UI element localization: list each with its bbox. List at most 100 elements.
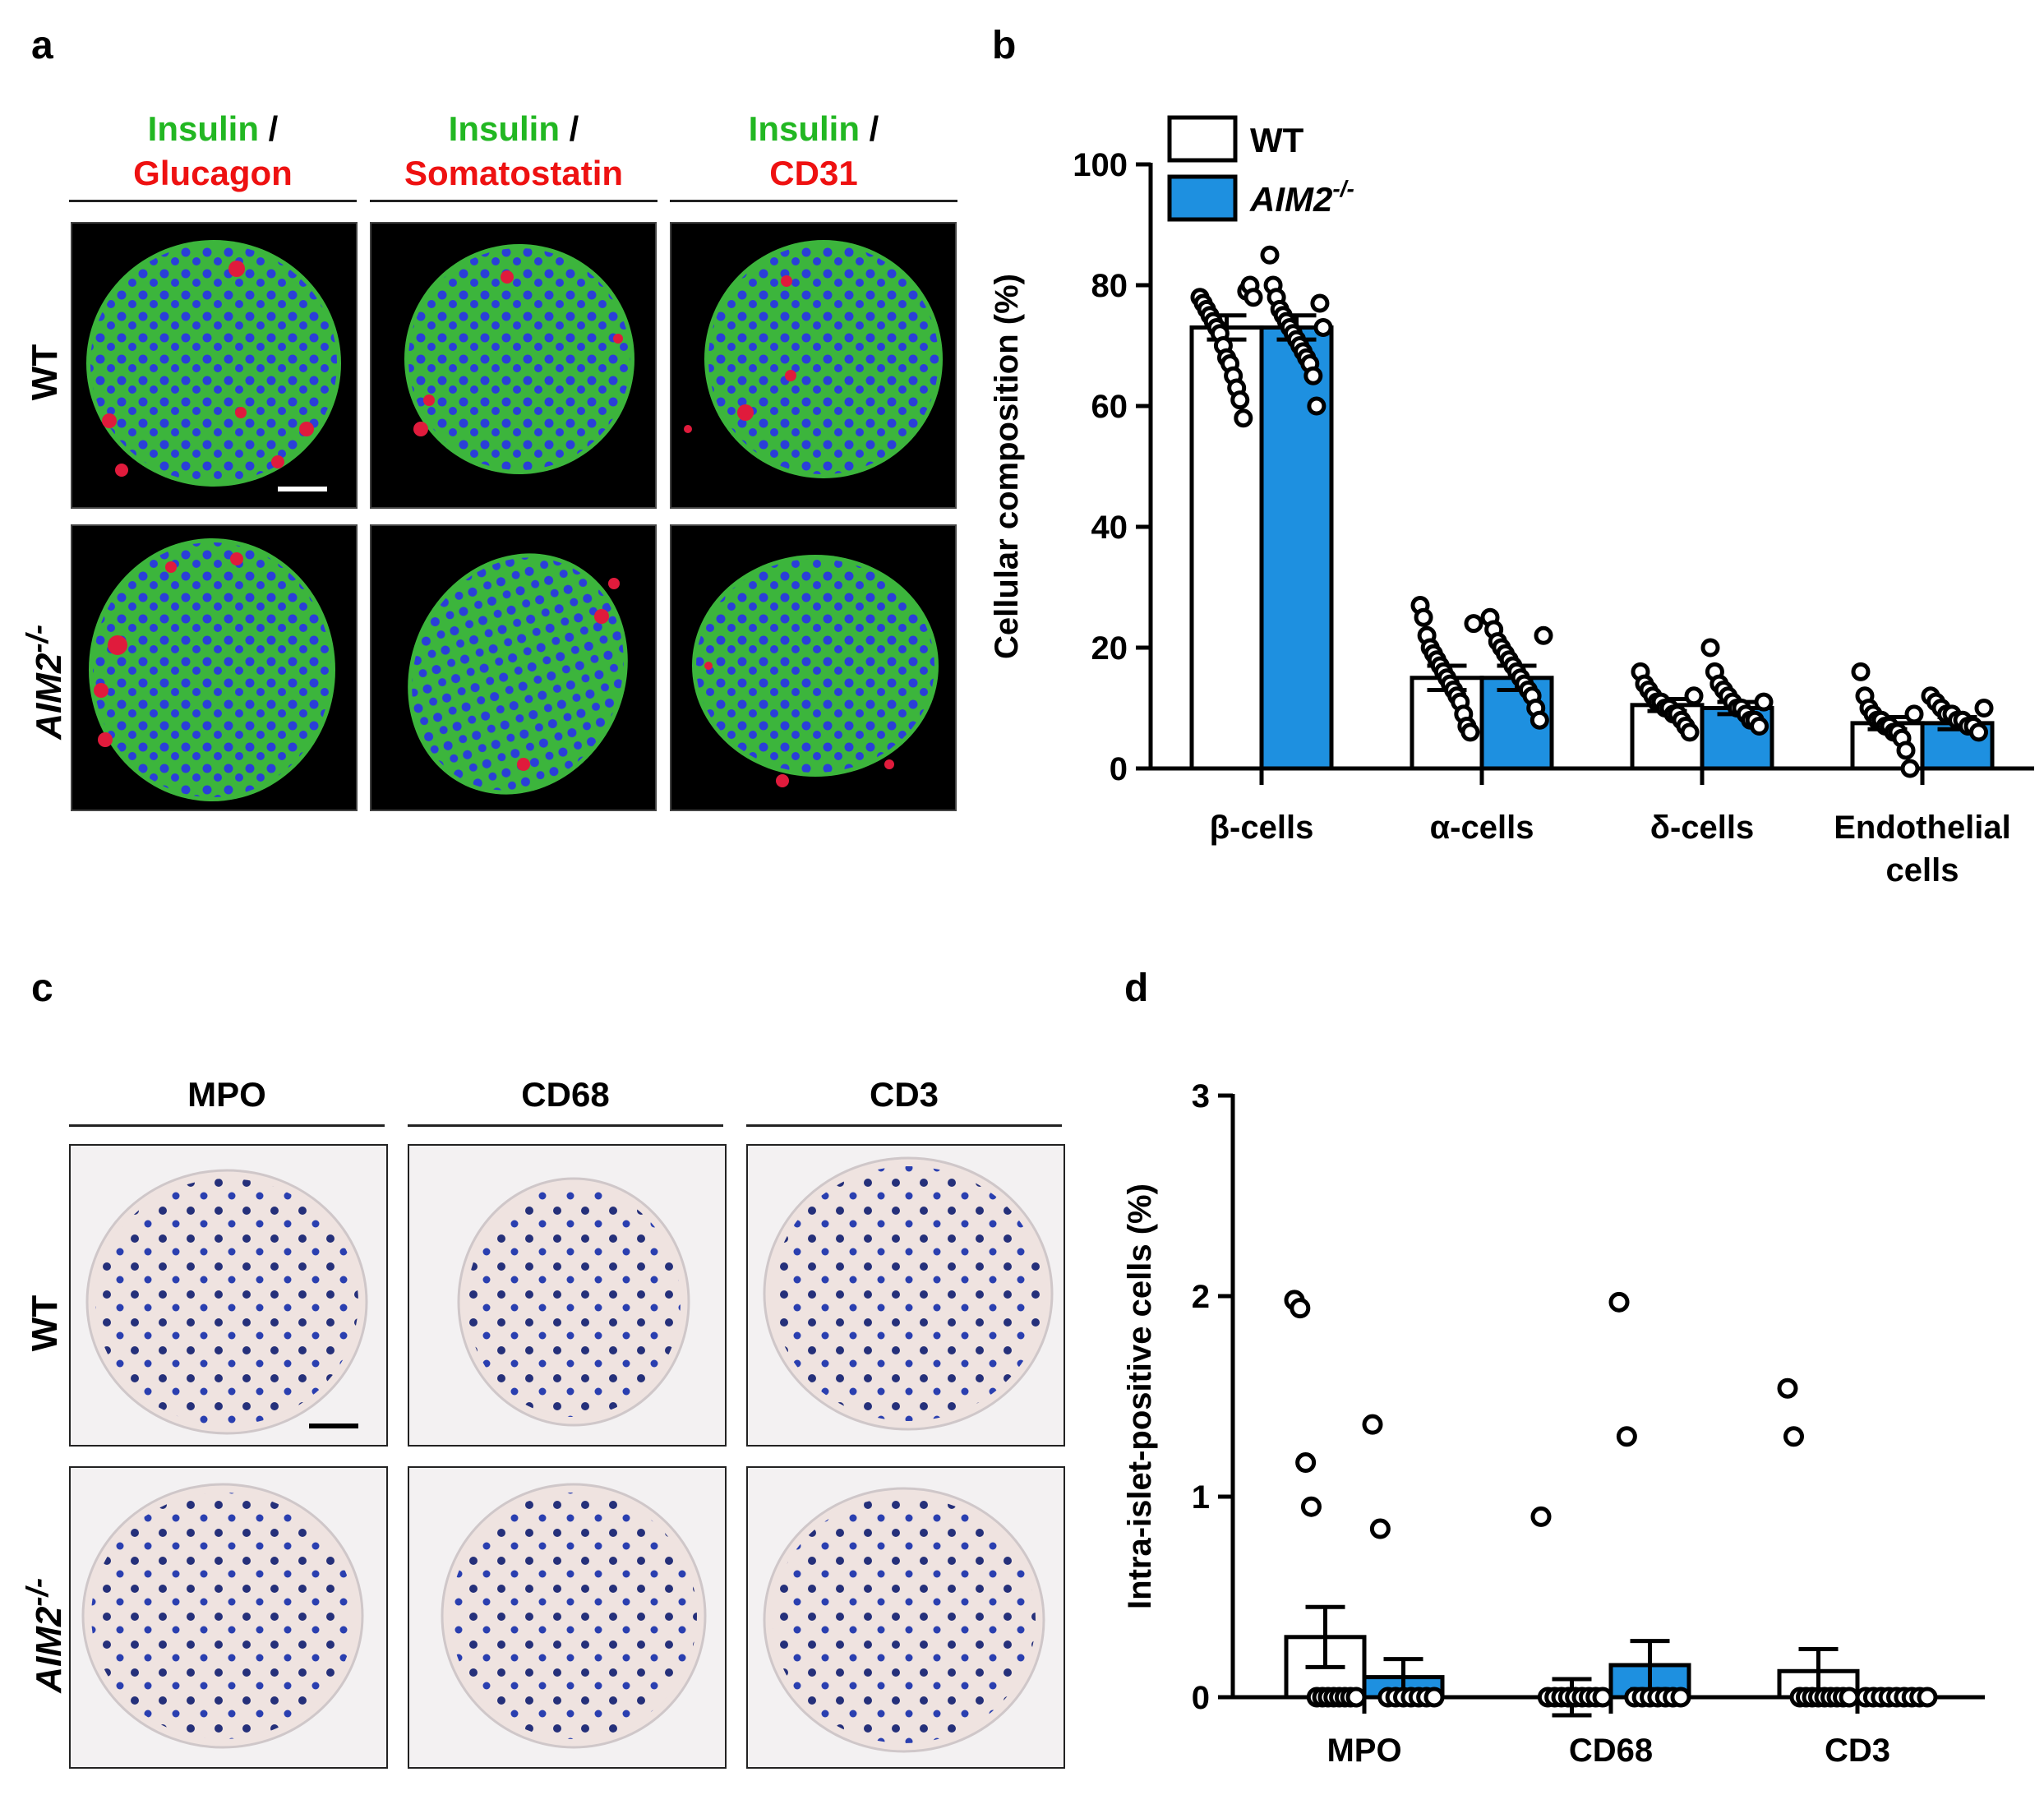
data-point	[1565, 1687, 1586, 1708]
data-point	[1640, 1687, 1660, 1708]
y-tick-label: 100	[1073, 147, 1128, 183]
data-point	[1369, 1518, 1391, 1539]
data-point	[1631, 1687, 1653, 1708]
panel-c-col-underline-1	[69, 1124, 385, 1127]
x-tick-label: CD3	[1825, 1733, 1890, 1769]
data-point	[1329, 1687, 1350, 1708]
y-tick-label: 0	[1192, 1680, 1210, 1716]
data-point	[1323, 1687, 1345, 1708]
y-tick-label: 1	[1192, 1479, 1210, 1516]
data-point	[1654, 1687, 1676, 1708]
data-point	[1878, 1687, 1899, 1708]
panel-c-col-header-mpo: MPO	[187, 1075, 266, 1114]
bar	[1608, 1663, 1691, 1700]
data-point	[1284, 1290, 1305, 1311]
data-point	[1313, 317, 1333, 337]
chart-b-cellular-composition: 0 20 40 60 80 100 Cellular composition (%) β-ce…	[989, 115, 2034, 888]
data-point	[1900, 759, 1920, 778]
x-tick-label: δ-cells	[1650, 810, 1755, 846]
data-point	[1416, 1687, 1437, 1708]
data-point	[1312, 1687, 1333, 1708]
data-point	[1896, 741, 1916, 760]
data-point	[1393, 1687, 1414, 1708]
x-tick-label: cells	[1886, 852, 1959, 888]
data-point	[1796, 1687, 1816, 1708]
data-point	[1624, 1687, 1645, 1708]
data-point	[1894, 1687, 1915, 1708]
panel-a-col-header-3: Insulin / CD31	[670, 107, 957, 196]
panel-letter-b: b	[992, 24, 1017, 67]
panel-c-col-header-cd3: CD3	[869, 1075, 939, 1114]
data-point	[1901, 1687, 1922, 1708]
data-point	[1862, 1687, 1884, 1708]
data-point	[1700, 638, 1720, 658]
bar	[1259, 325, 1334, 771]
data-point	[1820, 1687, 1841, 1708]
panel-letter-d: d	[1124, 967, 1149, 1010]
micrograph-wt-insulin-somatostatin	[370, 222, 657, 509]
stain-label-glucagon: Glucagon	[133, 154, 293, 192]
micrograph-aim2-insulin-glucagon	[71, 524, 358, 811]
panel-c-row-label-aim2: AIM2-/-	[21, 1577, 69, 1693]
data-point	[1317, 1687, 1339, 1708]
data-point	[1534, 625, 1553, 645]
data-point	[1362, 1414, 1383, 1435]
data-point	[1530, 1506, 1552, 1527]
data-point	[1310, 293, 1330, 313]
data-point	[1230, 390, 1250, 410]
scale-bar	[309, 1424, 358, 1428]
panel-letter-a: a	[31, 24, 53, 67]
data-point	[1303, 366, 1323, 385]
panel-c-col-underline-3	[746, 1124, 1062, 1127]
header-slash: /	[259, 109, 279, 148]
data-point	[1377, 1687, 1399, 1708]
data-point	[1578, 1687, 1599, 1708]
data-point	[1974, 699, 1994, 718]
data-point	[1557, 1687, 1579, 1708]
data-point	[1260, 245, 1280, 265]
data-point	[1670, 1687, 1691, 1708]
data-point	[1808, 1687, 1829, 1708]
data-point	[1544, 1687, 1566, 1708]
ihc-wt-cd68	[408, 1144, 727, 1447]
data-point	[1777, 1377, 1798, 1399]
y-tick-label: 80	[1091, 268, 1128, 304]
data-point	[1750, 717, 1769, 736]
legend-label: AIM2-/-	[1249, 176, 1354, 219]
ihc-wt-cd3	[746, 1144, 1065, 1447]
data-point	[1783, 1426, 1804, 1447]
x-tick-label: Endothelial	[1834, 810, 2011, 846]
data-point	[1408, 1687, 1429, 1708]
data-point	[1340, 1687, 1361, 1708]
panel-c-col-underline-2	[408, 1124, 723, 1127]
data-point	[1460, 722, 1480, 742]
panel-a-col-underline-1	[69, 200, 357, 202]
stain-label-insulin: Insulin	[748, 109, 860, 148]
y-axis-label: Intra-islet-positive cells (%)	[1122, 1184, 1158, 1609]
legend-swatch	[1167, 174, 1238, 222]
legend-label-superscript: -/-	[1332, 176, 1354, 201]
panel-letter-c: c	[31, 967, 53, 1010]
panel-a-col-header-2: Insulin / Somatostatin	[370, 107, 657, 196]
data-point	[1414, 607, 1433, 627]
ihc-aim2-cd68	[408, 1466, 727, 1769]
panel-a-col-underline-3	[670, 200, 957, 202]
stain-label-cd31: CD31	[769, 154, 858, 192]
x-tick-label: MPO	[1327, 1733, 1401, 1769]
bar	[1284, 1635, 1367, 1700]
data-point	[1307, 396, 1327, 416]
data-point	[1334, 1687, 1355, 1708]
ihc-aim2-cd3	[746, 1466, 1065, 1769]
x-tick-label: β-cells	[1210, 810, 1314, 846]
data-point	[1839, 1687, 1860, 1708]
data-point	[1871, 1687, 1892, 1708]
legend-swatch	[1167, 115, 1238, 163]
data-point	[1300, 1496, 1322, 1517]
micrograph-aim2-insulin-somatostatin	[370, 524, 657, 811]
y-tick-label: 20	[1091, 630, 1128, 667]
data-point	[1385, 1687, 1406, 1708]
data-point	[1886, 1687, 1907, 1708]
data-point	[1680, 722, 1700, 742]
data-point	[1306, 1687, 1327, 1708]
data-point	[1802, 1687, 1823, 1708]
